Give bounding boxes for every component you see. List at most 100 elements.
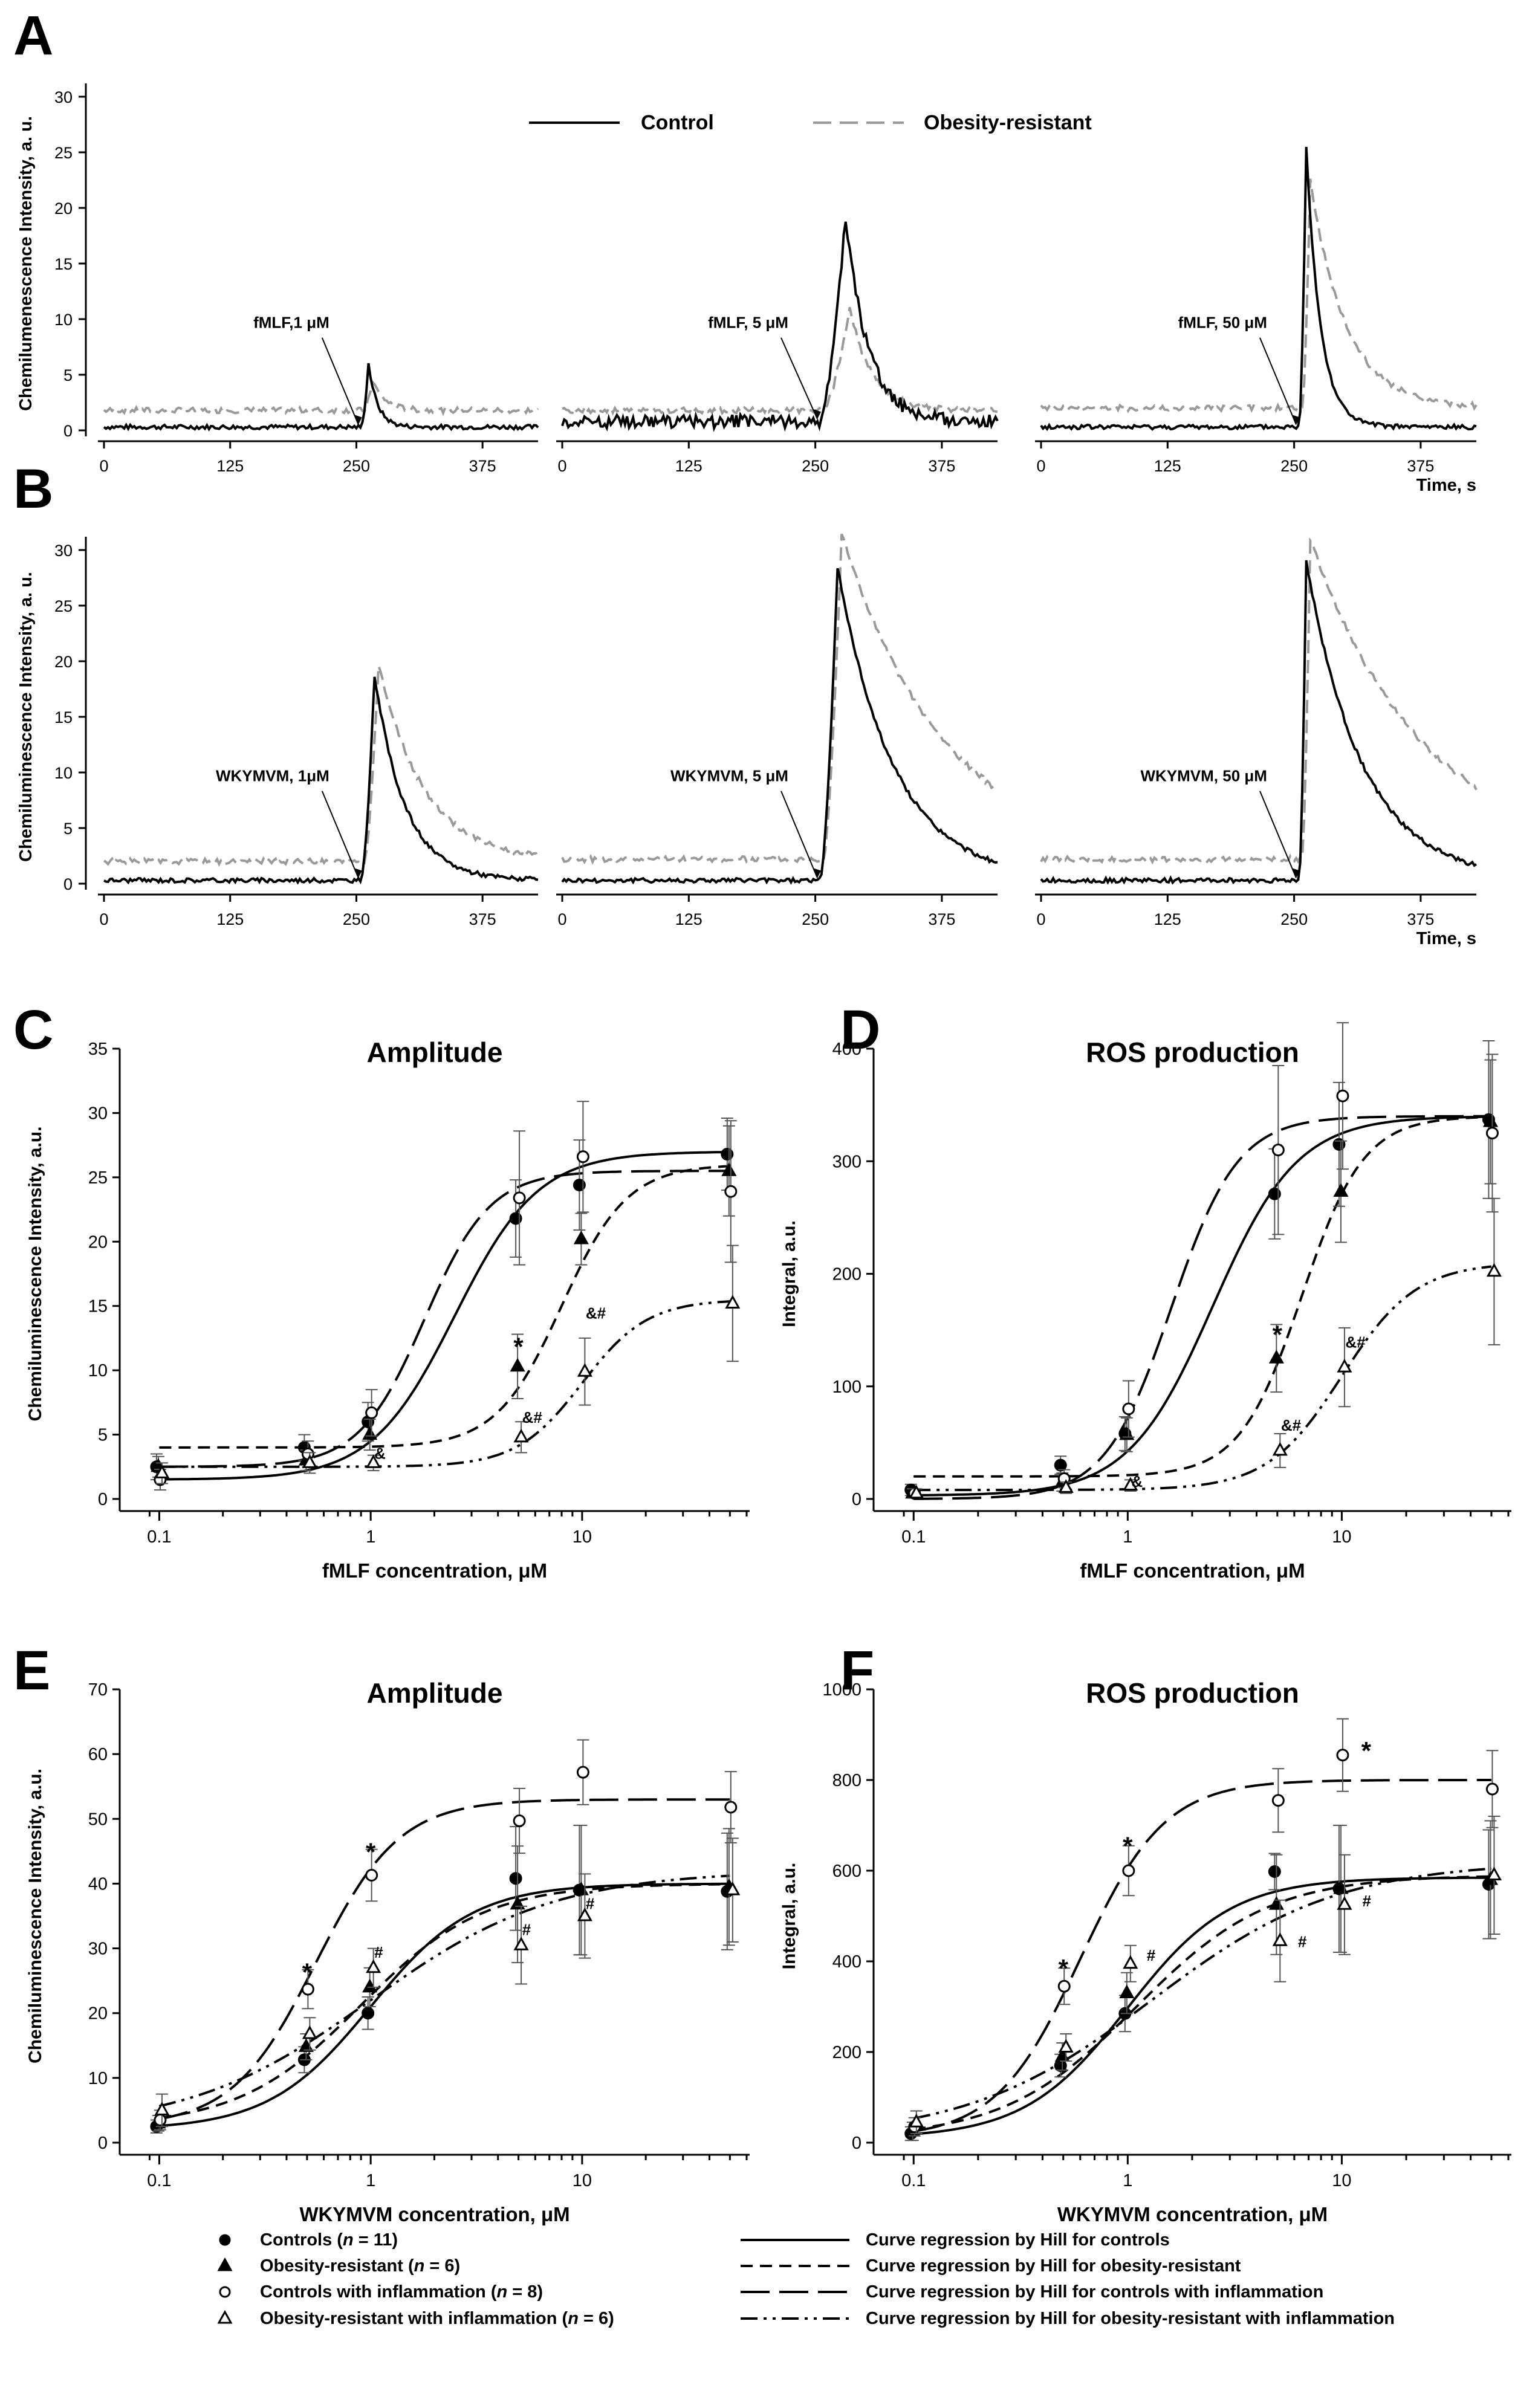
legend-marker-label-part: Obesity-resistant with inflammation ( [260, 2309, 568, 2328]
panel-letter-b: B [13, 458, 53, 520]
panel-b-x-tick-label: 125 [1154, 910, 1181, 928]
panel-f-hill-curve-3 [913, 1779, 1491, 2133]
panel-c-point-s4 [513, 1428, 529, 1443]
panel-f-point-s2 [1268, 1896, 1284, 1910]
panel-c-point-s1 [573, 1179, 586, 1192]
panel-f-point-s4 [909, 2114, 924, 2128]
legend-curve-label-3: Curve regression by Hill for controls wi… [866, 2282, 1323, 2302]
panel-b-x-tick-label: 375 [1407, 910, 1434, 928]
legend-marker-label-part: Controls with inflammation ( [260, 2282, 497, 2302]
legend-marker-label-part: = 11) [354, 2230, 398, 2250]
panel-a-x-tick-label: 250 [1280, 457, 1308, 475]
panel-f-annotation: * [1123, 1831, 1133, 1860]
panel-d-annotation: * [1273, 1321, 1283, 1349]
panel-a-x-label: Time, s [1416, 476, 1476, 495]
legend-marker-label-4: Obesity-resistant with inflammation (n =… [260, 2309, 614, 2328]
panel-e-x-label: WKYMVM concentration, μM [299, 2203, 569, 2225]
panel-a-x-tick-label: 0 [1036, 457, 1045, 475]
panel-d-point-s2 [1482, 1113, 1498, 1127]
panel-d-x-tick-label: 1 [1123, 1527, 1132, 1547]
panel-b-trace-control-3 [1040, 560, 1478, 885]
panel-c-y-tick-label: 20 [88, 1232, 108, 1252]
panel-b-x-tick-label: 375 [469, 910, 496, 928]
panel-d-x-tick-label: 10 [1332, 1527, 1351, 1547]
panel-b-x-tick-label: 125 [675, 910, 702, 928]
panel-c-x-tick-label: 0.1 [147, 1527, 171, 1547]
panel-a-trace-obesity-resistant-1 [103, 380, 539, 416]
legend-marker-label-part: n [497, 2282, 508, 2302]
panel-c-point-s3 [513, 1191, 526, 1205]
panel-a-y-tick-label: 25 [54, 144, 73, 162]
legend-marker-label-part: n [568, 2309, 579, 2328]
legend-marker-label-3: Controls with inflammation (n = 8) [260, 2282, 543, 2302]
panel-f-point-s4 [1058, 2039, 1074, 2053]
panel-e-x-tick-label: 0.1 [147, 2171, 171, 2190]
panel-b-y-tick-label: 10 [54, 764, 73, 782]
panel-b-y-tick-label: 25 [54, 597, 73, 615]
panel-d-annotation: &# [1281, 1416, 1302, 1434]
panel-b-x-tick-label: 0 [99, 910, 108, 928]
panel-f-x-tick-label: 1 [1123, 2171, 1132, 2190]
panel-e-point-s1 [362, 2007, 375, 2020]
panel-d-y-tick-label: 300 [832, 1152, 861, 1171]
panel-f-point-s3 [1057, 1979, 1071, 1993]
panel-f-y-label: Integral, a.u. [779, 1863, 799, 1970]
panel-f-x-label: WKYMVM concentration, μM [1057, 2203, 1328, 2225]
panel-b-trace-obesity-resistant-2 [561, 533, 999, 865]
legend-marker-label-1: Controls (n = 11) [260, 2230, 398, 2250]
panel-a-arrow-head-3 [1292, 415, 1300, 425]
panel-c-point-s1 [721, 1148, 734, 1161]
panel-d-y-tick-label: 0 [852, 1490, 861, 1509]
panel-a-x-tick-label: 0 [99, 457, 108, 475]
panel-d-x-label: fMLF concentration, μM [1080, 1559, 1305, 1582]
panel-d-point-s1 [1268, 1187, 1281, 1200]
panel-e-annotation: # [586, 1895, 595, 1913]
panel-f-title: ROS production [1086, 1677, 1299, 1709]
panel-e-point-s4 [577, 1907, 592, 1921]
panel-d-point-s3 [1485, 1127, 1499, 1140]
panel-e-hill-curve-3 [159, 1798, 730, 2120]
panel-e-y-tick-label: 30 [88, 1940, 108, 1959]
panel-d-point-s4 [1486, 1263, 1502, 1277]
panel-d-point-s1 [1054, 1458, 1067, 1472]
legend-marker-4 [217, 2309, 233, 2324]
panel-e-x-tick-label: 1 [366, 2171, 375, 2190]
panel-c-point-s4 [366, 1454, 381, 1468]
panel-d-point-s1 [1332, 1138, 1346, 1151]
panel-f-annotation: # [1298, 1932, 1307, 1950]
panel-e-annotation: # [522, 1920, 531, 1938]
panel-b-annotation-2: WKYMVM, 5 μM [670, 767, 788, 785]
panel-b-x-label: Time, s [1416, 929, 1476, 948]
panel-b-x-tick-label: 125 [216, 910, 244, 928]
panel-f-hill-curve-4 [913, 1867, 1492, 2120]
panel-c-x-label: fMLF concentration, μM [322, 1559, 547, 1582]
panel-e-x-tick-label: 10 [573, 2171, 592, 2190]
panel-d-point-s3 [1271, 1144, 1285, 1157]
legend-marker-label-part: = 6) [424, 2256, 460, 2276]
panel-f-point-s3 [1271, 1794, 1285, 1807]
panel-e-title: Amplitude [367, 1677, 503, 1709]
panel-c-annotation: &# [522, 1408, 543, 1426]
panel-b-trace-obesity-resistant-3 [1040, 537, 1478, 865]
panel-d-point-s4 [1272, 1442, 1288, 1456]
panel-d-x-tick-label: 0.1 [901, 1527, 926, 1547]
panel-a-arrow-2 [780, 337, 818, 419]
panel-e-point-s4 [302, 2025, 317, 2039]
panel-e-y-label: Chemiluminescence Intensity, a.u. [25, 1769, 45, 2063]
panel-a-arrow-head-1 [354, 415, 362, 425]
panel-a-x-tick-label: 0 [557, 457, 566, 475]
panel-b-y-tick-label: 15 [54, 708, 73, 727]
panel-e-hill-curve-1 [159, 1882, 730, 2128]
panel-d-point-s3 [1122, 1402, 1135, 1416]
panel-b-x-tick-label: 250 [1280, 910, 1308, 928]
panel-e-y-tick-label: 60 [88, 1745, 108, 1764]
panel-f-point-s3 [1122, 1864, 1135, 1877]
panel-e-annotation: * [302, 1958, 313, 1987]
panel-a-annotation-1: fMLF,1 μM [253, 314, 329, 332]
panel-f-annotation: # [1147, 1946, 1156, 1964]
panel-c-y-tick-label: 0 [98, 1490, 108, 1509]
panel-e-point-s3 [154, 2114, 167, 2126]
panel-a-annotation-2: fMLF, 5 μM [708, 314, 788, 332]
panel-f-point-s3 [1336, 1749, 1349, 1762]
panel-a-trace-control-3 [1040, 146, 1477, 432]
